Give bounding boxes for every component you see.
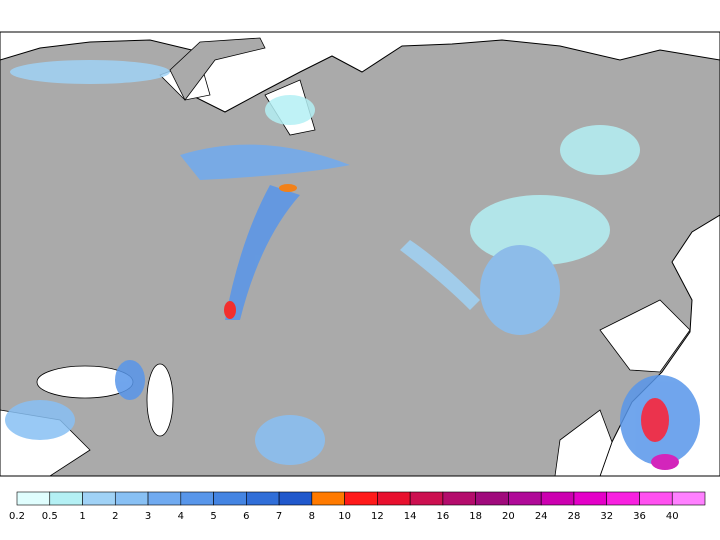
legend-color-box	[475, 491, 509, 506]
caspian-sea	[146, 363, 174, 437]
sea-of-okhotsk	[599, 299, 691, 373]
precip-core	[279, 184, 297, 192]
map	[0, 31, 720, 477]
legend-tick-label: 5	[210, 511, 216, 522]
legend-tick-label: 14	[404, 511, 417, 522]
legend-tick-label: 24	[535, 511, 548, 522]
legend-color-box	[639, 491, 673, 506]
legend: 0.2 0.5 1 2 3 4 5 6 7 8 10 12 14 16 18 20 24 28 32 36 40	[9, 491, 706, 522]
precip-band	[400, 240, 480, 310]
legend-color-box	[311, 491, 345, 506]
legend-color-box	[278, 491, 313, 506]
legend-color-box	[49, 491, 83, 506]
precip-core	[651, 454, 679, 470]
precip-area	[560, 125, 640, 175]
legend-tick-label: 8	[309, 511, 315, 522]
legend-color-box	[606, 491, 640, 506]
legend-tick-label: 3	[145, 511, 151, 522]
precip-band	[180, 144, 350, 180]
legend-color-box	[147, 491, 182, 506]
precip-core	[641, 398, 669, 442]
legend-tick-label: 0.5	[42, 511, 58, 522]
precip-area	[470, 195, 610, 265]
legend-tick-label: 20	[502, 511, 515, 522]
precip-area	[10, 60, 170, 84]
arctic-island	[169, 37, 266, 101]
legend-color-box	[180, 491, 214, 506]
precip-core	[224, 301, 236, 319]
legend-color-box	[573, 491, 608, 506]
legend-color-box	[16, 491, 51, 506]
precip-area	[5, 400, 75, 440]
legend-tick-label: 1	[79, 511, 85, 522]
precip-area	[480, 245, 560, 335]
legend-color-box	[540, 491, 575, 506]
legend-tick-label: 2	[112, 511, 118, 522]
legend-tick-label: 16	[437, 511, 450, 522]
legend-tick-label: 10	[338, 511, 351, 522]
legend-color-box	[82, 491, 116, 506]
precip-area	[255, 415, 325, 465]
precip-area	[265, 95, 315, 125]
legend-color-box	[409, 491, 444, 506]
legend-tick-label: 4	[178, 511, 184, 522]
legend-color-box	[114, 491, 149, 506]
legend-tick-label: 7	[276, 511, 282, 522]
precip-area	[115, 360, 145, 400]
legend-color-box	[246, 491, 280, 506]
precip-band	[225, 185, 300, 320]
legend-color-box	[671, 491, 706, 506]
legend-tick-label: 12	[371, 511, 384, 522]
legend-tick-label: 18	[469, 511, 482, 522]
legend-color-box	[213, 491, 247, 506]
legend-tick-label: 28	[568, 511, 581, 522]
legend-color-box	[377, 491, 411, 506]
legend-color-box	[442, 491, 476, 506]
japan-sea	[554, 409, 613, 477]
land	[0, 39, 720, 477]
map-frame	[0, 31, 720, 477]
legend-color-box	[344, 491, 378, 506]
legend-tick-label: 40	[666, 511, 679, 522]
legend-tick-label: 0.2	[9, 511, 25, 522]
legend-tick-label: 6	[243, 511, 249, 522]
legend-tick-label: 36	[633, 511, 646, 522]
precipitation	[5, 60, 700, 470]
legend-tick-label: 32	[600, 511, 613, 522]
legend-color-box	[508, 491, 542, 506]
